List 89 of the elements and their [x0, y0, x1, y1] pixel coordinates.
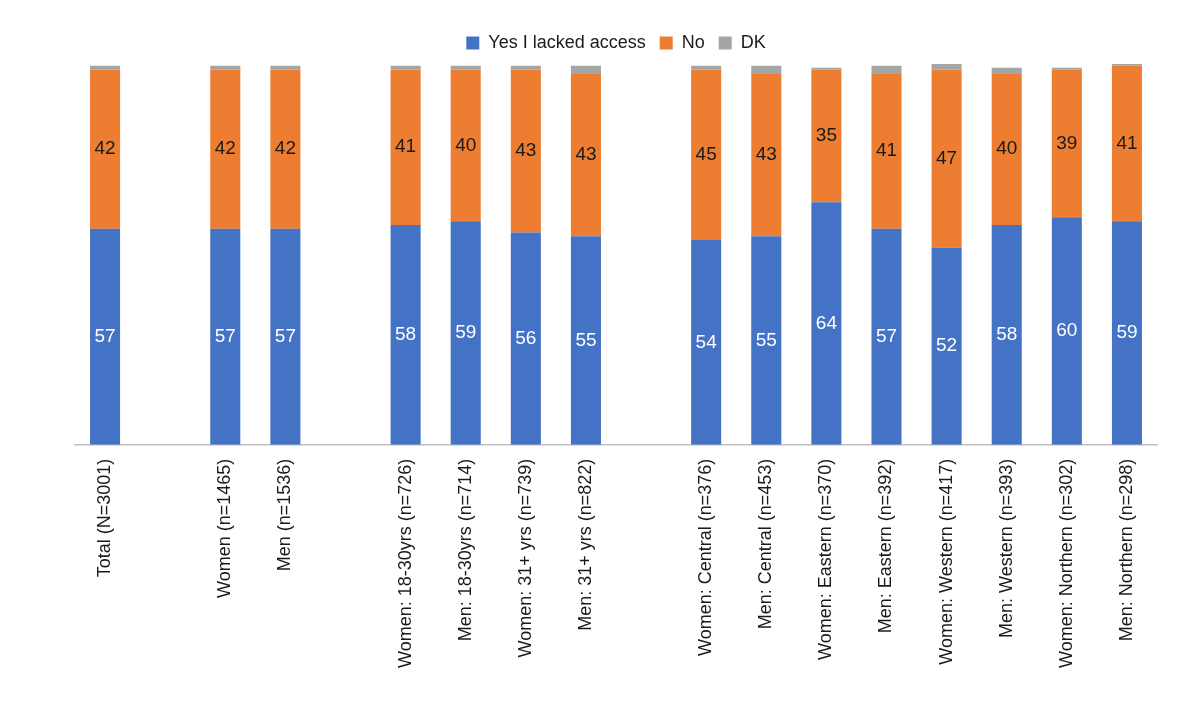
data-label: 42 — [214, 137, 236, 159]
bar — [570, 236, 601, 445]
legend-label: No — [681, 31, 705, 52]
bar — [270, 228, 301, 445]
data-label: 64 — [815, 311, 838, 333]
bar — [90, 228, 121, 445]
bar — [871, 65, 902, 74]
data-label: 56 — [515, 326, 537, 348]
data-label: 42 — [94, 137, 116, 159]
bar — [691, 240, 722, 445]
x-tick-label: Men: 31+ yrs (n=822) — [574, 458, 595, 631]
bar — [510, 69, 541, 233]
data-label: 58 — [395, 323, 417, 345]
x-tick-label: Men (n=1536) — [274, 458, 295, 572]
bar — [1051, 69, 1082, 218]
bar — [811, 69, 842, 203]
bar — [691, 69, 722, 241]
data-label: 58 — [996, 323, 1018, 345]
bar — [570, 73, 601, 237]
x-tick-label: Men: 18-30yrs (n=714) — [454, 458, 475, 642]
bar — [270, 69, 301, 229]
bar — [270, 65, 301, 70]
legend-label: Yes I lacked access — [488, 31, 646, 52]
data-label: 41 — [395, 135, 417, 157]
bar — [90, 69, 121, 229]
x-tick-label: Men: Western (n=393) — [995, 458, 1016, 638]
data-label: 35 — [815, 124, 837, 146]
x-tick-label: Women: Eastern (n=370) — [815, 458, 836, 661]
x-tick-label: Women: 18-30yrs (n=726) — [394, 458, 415, 669]
x-tick-label: Men: Eastern (n=392) — [875, 458, 896, 634]
bar — [811, 202, 842, 445]
data-label: 60 — [1056, 319, 1078, 341]
bar — [1111, 65, 1142, 222]
data-label: 59 — [1116, 321, 1138, 343]
bar — [210, 228, 241, 445]
x-tick-label: Men: Northern (n=298) — [1115, 458, 1136, 642]
bar — [1051, 217, 1082, 445]
x-tick-label: Women: 31+ yrs (n=739) — [514, 458, 535, 658]
bar — [90, 65, 121, 70]
data-label: 43 — [755, 143, 777, 165]
data-label: 55 — [575, 328, 597, 350]
bar — [991, 224, 1022, 445]
data-label: 43 — [515, 139, 537, 161]
bar — [390, 65, 421, 70]
bar — [751, 65, 782, 74]
data-label: 42 — [274, 137, 296, 159]
data-label: 47 — [936, 146, 958, 168]
data-label: 57 — [214, 324, 236, 346]
bar — [931, 247, 962, 445]
bar — [210, 65, 241, 70]
x-tick-label: Women: Western (n=417) — [935, 458, 956, 665]
bar — [1111, 221, 1142, 445]
bar — [390, 224, 421, 445]
data-label: 54 — [695, 330, 718, 352]
x-tick-label: Men: Central (n=453) — [755, 458, 776, 630]
bar — [931, 63, 962, 70]
bar — [871, 228, 902, 445]
data-label: 57 — [94, 324, 116, 346]
bar — [450, 65, 481, 70]
data-label: 40 — [455, 133, 477, 155]
x-tick-label: Women (n=1465) — [214, 458, 235, 598]
bar — [871, 73, 902, 229]
bar — [931, 69, 962, 248]
legend-label: DK — [740, 31, 766, 52]
x-tick-label: Women: Northern (n=302) — [1055, 458, 1076, 669]
bar — [751, 236, 782, 445]
bar — [570, 65, 601, 74]
data-label: 43 — [575, 143, 597, 165]
data-label: 59 — [455, 321, 477, 343]
bar — [510, 232, 541, 445]
bar — [210, 69, 241, 229]
bar — [450, 221, 481, 445]
bar — [450, 69, 481, 222]
data-label: 45 — [695, 143, 717, 165]
bar — [991, 73, 1022, 225]
data-label: 57 — [274, 324, 296, 346]
x-tick-label: Total (N=3001) — [94, 458, 115, 578]
data-label: 52 — [936, 334, 958, 356]
bar — [390, 69, 421, 225]
data-label: 40 — [996, 137, 1018, 159]
bar — [510, 65, 541, 70]
x-tick-label: Women: Central (n=376) — [695, 458, 716, 656]
data-label: 55 — [755, 328, 777, 350]
data-label: 57 — [875, 324, 898, 346]
bar — [691, 65, 722, 70]
data-label: 39 — [1056, 131, 1078, 153]
data-label: 41 — [875, 139, 898, 161]
bar — [751, 73, 782, 237]
data-label: 41 — [1116, 131, 1138, 153]
